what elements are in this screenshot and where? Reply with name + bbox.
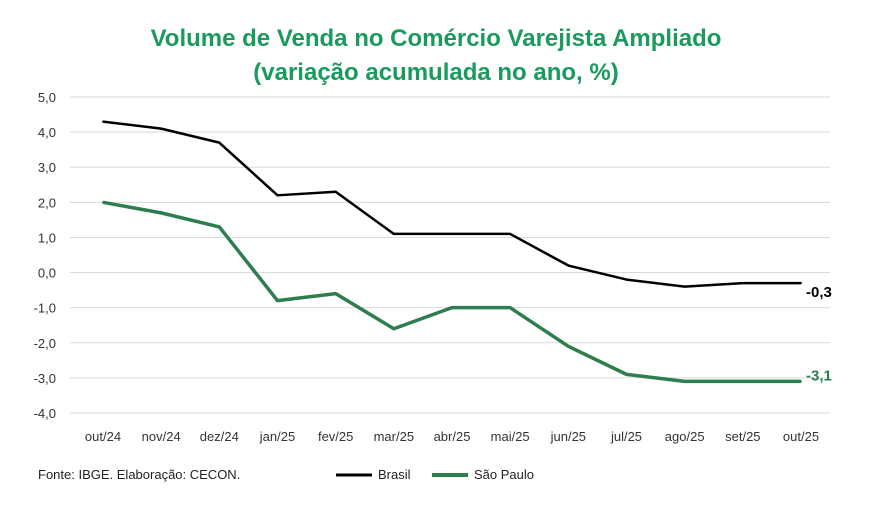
data-point	[451, 306, 453, 309]
y-tick-label: 2,0	[38, 195, 56, 210]
y-tick-label: 3,0	[38, 160, 56, 175]
y-tick-label: 1,0	[38, 230, 56, 245]
x-tick-label: set/25	[725, 429, 760, 444]
data-point	[509, 232, 512, 235]
y-tick-label: -3,0	[34, 371, 56, 386]
legend-label-sao-paulo: São Paulo	[474, 467, 534, 482]
data-point	[160, 127, 163, 130]
y-tick-label: 4,0	[38, 125, 56, 140]
data-point	[102, 120, 104, 123]
data-point	[683, 285, 686, 288]
chart-subtitle: (variação acumulada no ano, %)	[253, 59, 618, 86]
x-tick-label: dez/24	[200, 429, 239, 444]
data-point	[276, 299, 279, 302]
data-point	[800, 380, 802, 383]
x-tick-label: jun/25	[550, 429, 586, 444]
y-tick-label: -2,0	[34, 336, 56, 351]
end-label: -0,3	[806, 284, 832, 301]
y-tick-label: 5,0	[38, 90, 56, 105]
data-point	[509, 306, 512, 309]
series-line-brasil	[102, 120, 801, 288]
data-point	[683, 380, 686, 383]
y-tick-label: 0,0	[38, 266, 56, 281]
data-point	[218, 141, 221, 144]
x-tick-label: mar/25	[374, 429, 414, 444]
data-point	[276, 194, 279, 197]
data-point	[741, 380, 744, 383]
x-tick-label: mai/25	[491, 429, 530, 444]
end-label: -3,1	[806, 367, 832, 384]
x-tick-label: abr/25	[434, 429, 471, 444]
x-tick-label: out/25	[783, 429, 819, 444]
data-point	[102, 201, 104, 204]
x-tick-label: fev/25	[318, 429, 353, 444]
x-tick-label: out/24	[85, 429, 121, 444]
y-tick-label: -1,0	[34, 301, 56, 316]
x-tick-label: ago/25	[665, 429, 705, 444]
data-point	[392, 232, 395, 235]
y-tick-label: -4,0	[34, 406, 56, 421]
x-tick-label: nov/24	[142, 429, 181, 444]
x-tick-label: jan/25	[259, 429, 295, 444]
data-point	[625, 373, 628, 376]
data-point	[334, 292, 337, 295]
legend-label-brasil: Brasil	[378, 467, 411, 482]
data-point	[160, 211, 163, 214]
data-point	[800, 282, 802, 285]
data-point	[741, 282, 744, 285]
source-note: Fonte: IBGE. Elaboração: CECON.	[38, 467, 240, 482]
series-line-sao-paulo	[102, 200, 801, 384]
chart-title: Volume de Venda no Comércio Varejista Am…	[151, 25, 722, 52]
data-point	[392, 327, 395, 330]
x-tick-label: jul/25	[610, 429, 642, 444]
data-point	[334, 190, 337, 193]
data-point	[451, 232, 453, 235]
data-point	[567, 345, 570, 348]
data-point	[218, 225, 221, 228]
data-point	[567, 264, 570, 267]
data-point	[625, 278, 628, 281]
